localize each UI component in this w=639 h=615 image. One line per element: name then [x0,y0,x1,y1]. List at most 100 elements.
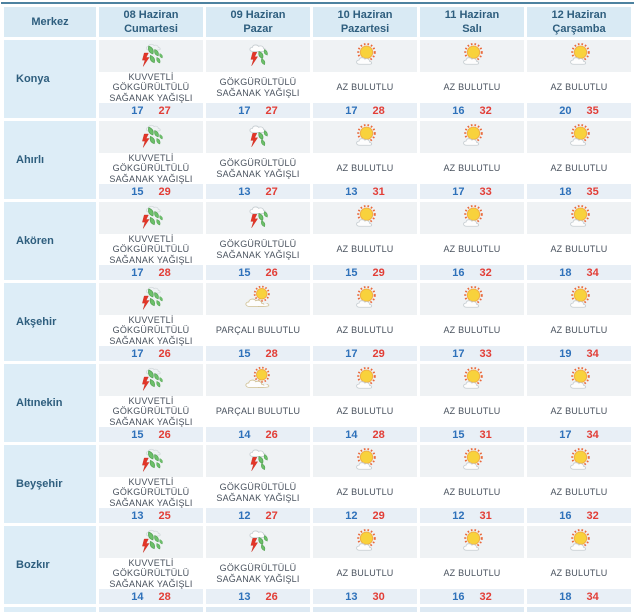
max-temperature: 27 [158,104,171,117]
weather-description: AZ BULUTLU [313,560,417,587]
min-temperature: 12 [345,509,358,522]
weather-icon-strip [99,364,203,396]
weather-icon-strip [527,445,631,477]
weather-icon-strip [206,202,310,234]
temperature-strip: 16 32 [420,265,524,280]
max-temperature: 32 [479,590,492,603]
heavy-thunderstorm-icon [133,365,169,395]
day-header-date: 11 Haziran [444,8,500,21]
min-temperature: 13 [345,185,358,198]
temperature-strip: 15 26 [206,265,310,280]
weather-description: AZ BULUTLU [420,317,524,344]
temperature-strip: 18 34 [527,589,631,604]
weather-icon-strip [527,283,631,315]
min-temperature: 13 [238,185,251,198]
temperature-strip: 17 27 [99,103,203,118]
weather-description: AZ BULUTLU [313,155,417,182]
max-temperature: 28 [372,428,385,441]
max-temperature: 28 [265,347,278,360]
min-temperature: 17 [559,428,572,441]
merkez-header: Merkez [4,7,96,37]
heavy-thunderstorm-icon [133,122,169,152]
mostly-sunny-icon [454,122,490,152]
weather-icon-strip [99,121,203,153]
weather-icon-strip [527,364,631,396]
temperature-strip: 13 30 [313,589,417,604]
table-row: Akşehir KUVVETLİ GÖKGÜRÜLTÜLÜ SAĞANAK YA… [4,283,631,361]
weather-description: AZ BULUTLU [420,398,524,425]
city-name: Beyşehir [4,445,96,523]
temperature-strip: 17 28 [99,265,203,280]
weather-description: GÖKGÜRÜLTÜLÜ SAĞANAK YAĞIŞLI [206,479,310,506]
city-name: Konya [4,40,96,118]
max-temperature: 26 [265,590,278,603]
city-name: Ahırlı [4,121,96,199]
min-temperature: 16 [452,590,465,603]
day-header-weekday: Salı [462,23,482,35]
mostly-sunny-icon [561,446,597,476]
min-temperature: 20 [559,104,572,117]
max-temperature: 34 [586,347,599,360]
min-temperature: 15 [131,428,144,441]
weather-icon-strip [420,364,524,396]
max-temperature: 26 [158,428,171,441]
heavy-thunderstorm-icon [133,284,169,314]
mostly-sunny-icon [561,41,597,71]
temperature-strip: 15 26 [99,427,203,442]
min-temperature: 17 [131,104,144,117]
temperature-strip: 17 33 [420,346,524,361]
temperature-strip: 17 33 [420,184,524,199]
weather-icon-strip [527,40,631,72]
max-temperature: 29 [372,509,385,522]
min-temperature: 13 [131,509,144,522]
forecast-table: Merkez 08 Haziran Cumartesi 09 Haziran P… [1,4,634,615]
weather-description: GÖKGÜRÜLTÜLÜ SAĞANAK YAĞIŞLI [206,560,310,587]
weather-icon-strip [313,121,417,153]
table-row: Bozkır KUVVETLİ GÖKGÜRÜLTÜLÜ SAĞANAK YAĞ… [4,526,631,604]
heavy-thunderstorm-icon [133,446,169,476]
max-temperature: 33 [479,185,492,198]
min-temperature: 18 [559,590,572,603]
min-temperature: 17 [452,185,465,198]
max-temperature: 28 [372,104,385,117]
forecast-cell: AZ BULUTLU 17 33 [420,283,524,361]
mostly-sunny-icon [347,41,383,71]
weather-icon-strip [313,526,417,558]
weather-icon-strip [527,526,631,558]
min-temperature: 15 [345,266,358,279]
thunderstorm-icon [240,527,276,557]
weather-description: KUVVETLİ GÖKGÜRÜLTÜLÜ SAĞANAK YAĞIŞLI [99,72,203,103]
day-header-weekday: Çarşamba [552,23,606,35]
mostly-sunny-icon [347,203,383,233]
min-temperature: 15 [452,428,465,441]
forecast-cell: GÖKGÜRÜLTÜLÜ SAĞANAK YAĞIŞLI 12 27 [206,445,310,523]
mostly-sunny-icon [347,527,383,557]
max-temperature: 31 [479,509,492,522]
temperature-strip: 19 34 [527,346,631,361]
table-row: Konya KUVVETLİ GÖKGÜRÜLTÜLÜ SAĞANAK YAĞI… [4,40,631,118]
weather-icon-strip [206,445,310,477]
max-temperature: 30 [372,590,385,603]
forecast-cell: GÖKGÜRÜLTÜLÜ SAĞANAK YAĞIŞLI 13 27 [206,121,310,199]
partly-cloudy-icon [240,284,276,314]
weather-icon-strip [420,283,524,315]
forecast-cell: AZ BULUTLU 16 32 [420,202,524,280]
max-temperature: 27 [265,104,278,117]
temperature-strip: 15 29 [313,265,417,280]
forecast-cell: GÖKGÜRÜLTÜLÜ SAĞANAK YAĞIŞLI 13 26 [206,526,310,604]
temperature-strip: 14 28 [99,589,203,604]
weather-description: AZ BULUTLU [313,479,417,506]
min-temperature: 16 [559,509,572,522]
weather-icon-strip [206,121,310,153]
mostly-sunny-icon [561,122,597,152]
weather-description: KUVVETLİ GÖKGÜRÜLTÜLÜ SAĞANAK YAĞIŞLI [99,396,203,427]
max-temperature: 26 [158,347,171,360]
weather-icon-strip [527,121,631,153]
day-header-date: 09 Haziran [230,8,286,21]
weather-icon-strip [527,202,631,234]
temperature-strip: 17 34 [527,427,631,442]
weather-description: AZ BULUTLU [313,236,417,263]
min-temperature: 13 [238,590,251,603]
weather-icon-strip [313,283,417,315]
